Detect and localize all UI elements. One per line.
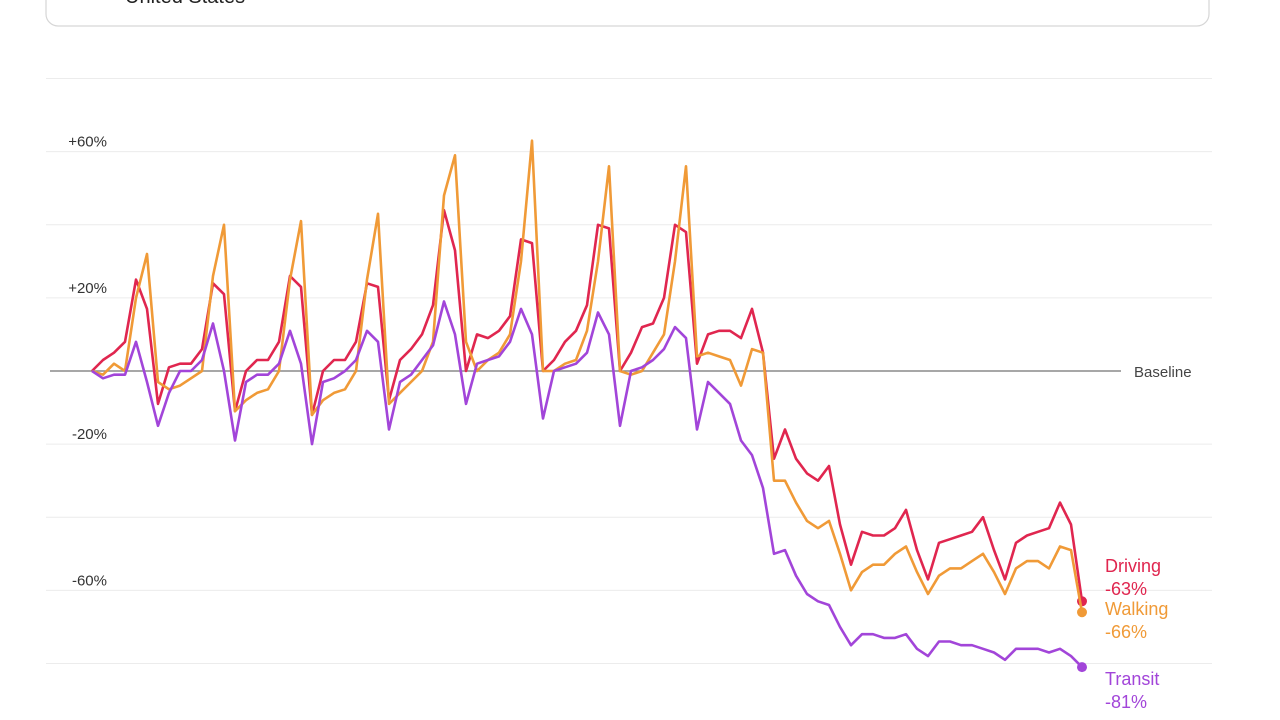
- end-value-label: -63%: [1105, 579, 1147, 599]
- end-value-label: -66%: [1105, 622, 1147, 642]
- search-box[interactable]: [45, 0, 1210, 27]
- legend-label: Walking: [1105, 599, 1168, 619]
- y-tick-label: +20%: [68, 280, 107, 297]
- legend-label: Driving: [1105, 556, 1161, 576]
- legend-label: Transit: [1105, 669, 1159, 689]
- y-tick-label: -20%: [72, 426, 107, 443]
- end-dot: [1077, 607, 1087, 618]
- y-tick-label: -60%: [72, 572, 107, 589]
- series-line: [91, 139, 1084, 613]
- end-dot: [1077, 662, 1087, 673]
- end-value-label: -81%: [1105, 692, 1147, 712]
- baseline-label: Baseline: [1134, 364, 1192, 381]
- series-line: [91, 208, 1084, 602]
- search-text: United States: [125, 0, 245, 8]
- y-tick-label: +60%: [68, 134, 107, 151]
- series-line: [91, 300, 1083, 669]
